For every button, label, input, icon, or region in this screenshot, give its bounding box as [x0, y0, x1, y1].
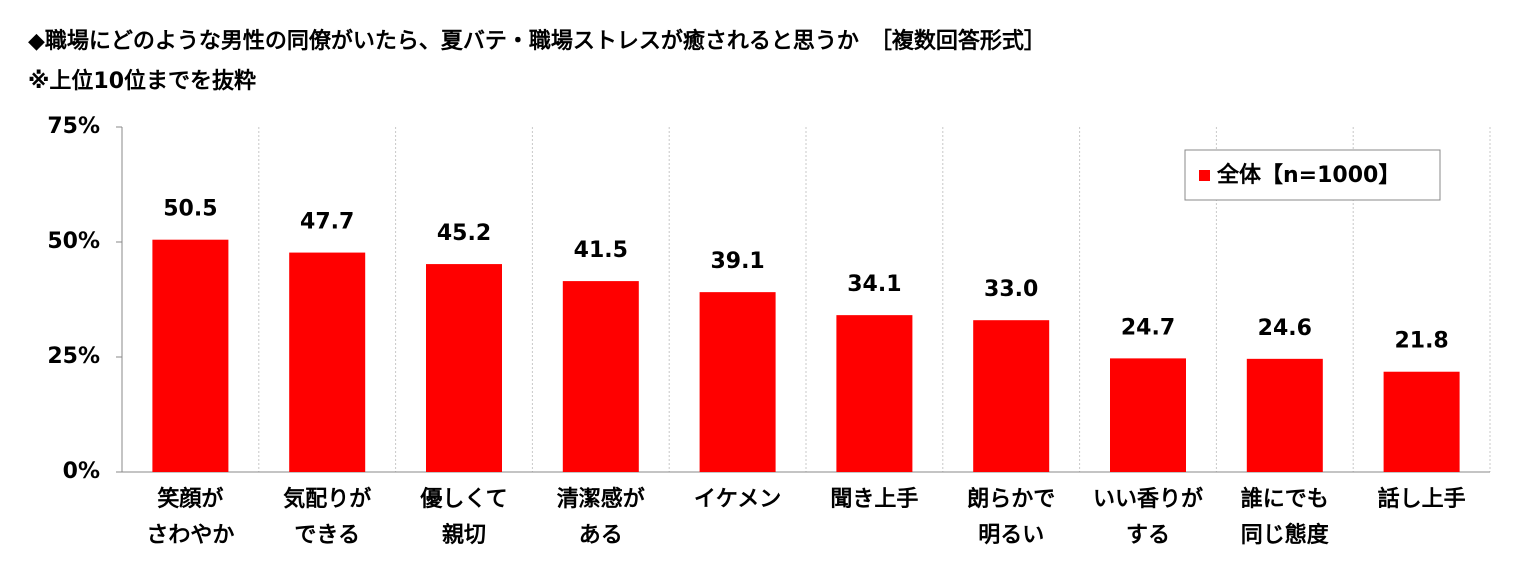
data-label: 34.1 [847, 272, 901, 297]
bar [426, 264, 502, 472]
x-tick-label: 朗らかで明るい [967, 487, 1055, 548]
data-label: 21.8 [1394, 329, 1448, 354]
legend-swatch [1199, 170, 1210, 181]
bar [289, 252, 366, 472]
x-tick-label: 誰にでも同じ態度 [1241, 486, 1330, 548]
x-tick-label: 話し上手 [1378, 486, 1466, 512]
y-tick-label: 25% [47, 344, 100, 369]
data-label: 39.1 [710, 249, 764, 274]
y-tick-label: 50% [47, 229, 100, 254]
bar [1110, 358, 1186, 472]
y-tick-label: 75% [47, 114, 100, 139]
x-tick-label: いい香りがする [1093, 486, 1203, 548]
data-label: 24.6 [1258, 316, 1312, 341]
legend-box [1184, 149, 1441, 201]
x-tick-label: 気配りができる [283, 486, 371, 548]
x-tick-label: 聞き上手 [830, 487, 918, 512]
legend-label: 全体【n=1000】 [1216, 162, 1400, 188]
bar [562, 281, 639, 472]
data-label: 47.7 [300, 210, 354, 235]
data-label: 41.5 [574, 238, 628, 263]
bar [152, 239, 229, 472]
x-tick-label: 優しくて親切 [419, 487, 507, 548]
data-label: 33.0 [984, 277, 1038, 302]
bar [1246, 358, 1323, 472]
chart-subtitle: ※上位10位までを抜粋 [28, 68, 256, 94]
y-tick-label: 0% [63, 459, 100, 484]
data-label: 50.5 [163, 197, 217, 222]
x-tick-label: イケメン [694, 487, 781, 512]
data-label: 24.7 [1121, 315, 1175, 340]
bar [973, 320, 1050, 472]
bar [1383, 371, 1460, 472]
bar [836, 315, 913, 472]
x-tick-label: 笑顔がさわやか [146, 486, 234, 548]
bar [699, 292, 776, 472]
chart-title: ◆職場にどのような男性の同僚がいたら、夏バテ・職場ストレスが癒されると思うか ［… [28, 28, 1046, 54]
data-label: 45.2 [437, 221, 491, 246]
x-tick-label: 清潔感がある [557, 486, 645, 548]
